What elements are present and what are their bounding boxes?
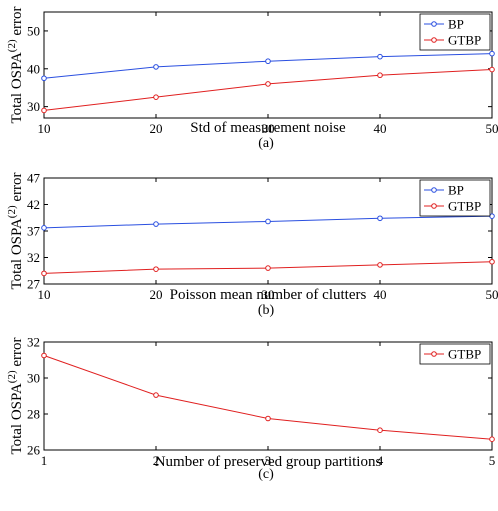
y-tick-label: 50 [27, 23, 40, 38]
x-tick-label: 30 [262, 121, 275, 136]
chart-panel-3: 1 2 3 4 5 26 28 30 32 GTBP Number of preserved gro… [6, 335, 495, 483]
data-point-bp [41, 225, 47, 231]
y-tick-label: 26 [27, 443, 41, 458]
data-point-gtbp [377, 427, 383, 434]
data-point-gtbp [41, 270, 47, 277]
data-point-gtbp [41, 107, 47, 114]
x-axis-label: Std of measurement noise [190, 120, 346, 136]
y-tick-label: 30 [27, 99, 40, 114]
data-point-bp [377, 215, 383, 222]
legend-box [419, 13, 491, 51]
x-tick-label: 20 [150, 287, 163, 302]
legend-label: GTBP [448, 347, 481, 362]
x-tick-label: 1 [41, 453, 48, 468]
data-point-gtbp [153, 266, 159, 272]
y-tick-label: 28 [27, 407, 40, 422]
x-tick-label: 40 [374, 287, 387, 302]
legend-marker [431, 187, 437, 193]
series-line-bp [43, 53, 493, 79]
data-point-gtbp [489, 258, 495, 265]
legend-box [419, 343, 491, 365]
legend-marker [431, 203, 437, 209]
data-point-bp [489, 50, 495, 57]
x-tick-label: 50 [486, 121, 498, 136]
x-tick-label: 3 [265, 453, 272, 468]
x-tick-label: 30 [262, 287, 275, 302]
subfigure-caption: (c) [258, 467, 274, 482]
legend-marker [431, 37, 437, 43]
y-tick-label: 37 [27, 224, 41, 239]
y-tick-label: 47 [27, 171, 41, 186]
x-axis-label: Poisson mean number of clutters [170, 287, 367, 303]
data-point-gtbp [265, 81, 271, 87]
x-tick-label: 2 [153, 453, 160, 468]
data-point-gtbp [377, 262, 383, 268]
data-point-bp [153, 64, 159, 70]
legend-box [419, 179, 491, 217]
data-point-gtbp [265, 265, 271, 271]
subfigure-caption: (a) [258, 136, 274, 151]
series-line-gtbp [43, 69, 493, 111]
y-tick-label: 42 [27, 197, 40, 212]
data-point-gtbp [489, 436, 495, 443]
legend-label: GTBP [448, 33, 481, 48]
data-point-bp [153, 221, 159, 227]
data-point-gtbp [377, 72, 383, 79]
y-axis-label: Total OSPA(2) error [6, 172, 25, 289]
data-point-bp [265, 58, 271, 65]
y-tick-label: 27 [27, 277, 41, 292]
x-tick-label: 5 [489, 453, 496, 468]
x-axis-label: Number of preserved group partitions [155, 454, 382, 470]
x-tick-label: 10 [38, 287, 51, 302]
legend-label: BP [448, 17, 464, 32]
y-tick-label: 40 [27, 61, 40, 76]
data-point-gtbp [153, 392, 159, 398]
x-tick-label: 20 [150, 121, 163, 136]
subfigure-caption: (b) [258, 303, 275, 318]
y-tick-label: 30 [27, 371, 40, 386]
legend-label: BP [448, 183, 464, 198]
data-point-gtbp [153, 94, 159, 100]
data-point-bp [41, 75, 47, 82]
x-tick-label: 10 [38, 121, 51, 136]
legend-marker [431, 21, 437, 27]
x-tick-label: 4 [377, 453, 384, 468]
legend-marker [431, 351, 437, 357]
y-axis-label: Total OSPA(2) error [6, 337, 25, 454]
data-point-bp [377, 53, 383, 60]
legend-label: GTBP [448, 199, 481, 214]
y-axis-label: Total OSPA(2) error [6, 6, 25, 123]
y-tick-label: 32 [27, 250, 40, 265]
data-point-bp [265, 218, 271, 225]
y-tick-label: 32 [27, 335, 40, 350]
data-point-gtbp [265, 415, 271, 422]
data-point-gtbp [489, 66, 495, 73]
x-tick-label: 50 [486, 287, 498, 302]
data-point-gtbp [41, 352, 47, 359]
series-line-gtbp [43, 355, 493, 440]
x-tick-label: 40 [374, 121, 387, 136]
